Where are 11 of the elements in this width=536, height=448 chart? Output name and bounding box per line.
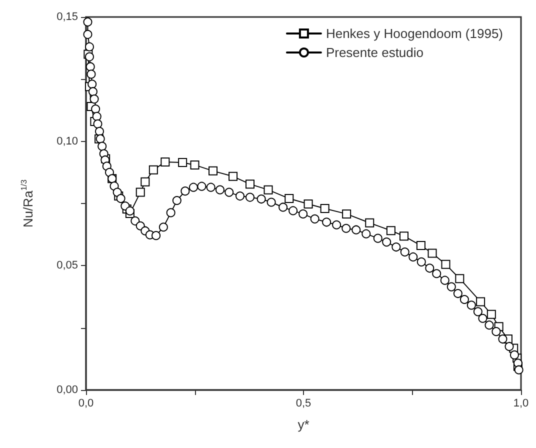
y-tick-label: 0,00 bbox=[56, 384, 78, 396]
legend-label: Henkes y Hoogendoom (1995) bbox=[326, 26, 504, 41]
y-tick-label: 0,10 bbox=[56, 135, 78, 148]
x-tick-label: 0,0 bbox=[78, 398, 94, 410]
y-tick-label: 0,15 bbox=[56, 11, 78, 23]
x-tick-label: 0,5 bbox=[296, 398, 312, 410]
y-tick-label: 0,05 bbox=[56, 260, 78, 272]
x-tick-label: 1,0 bbox=[513, 398, 529, 410]
x-axis-title: y* bbox=[298, 417, 310, 432]
y-axis-title: Nu/Ra1/3 bbox=[20, 178, 36, 228]
legend-label: Presente estudio bbox=[326, 45, 424, 60]
